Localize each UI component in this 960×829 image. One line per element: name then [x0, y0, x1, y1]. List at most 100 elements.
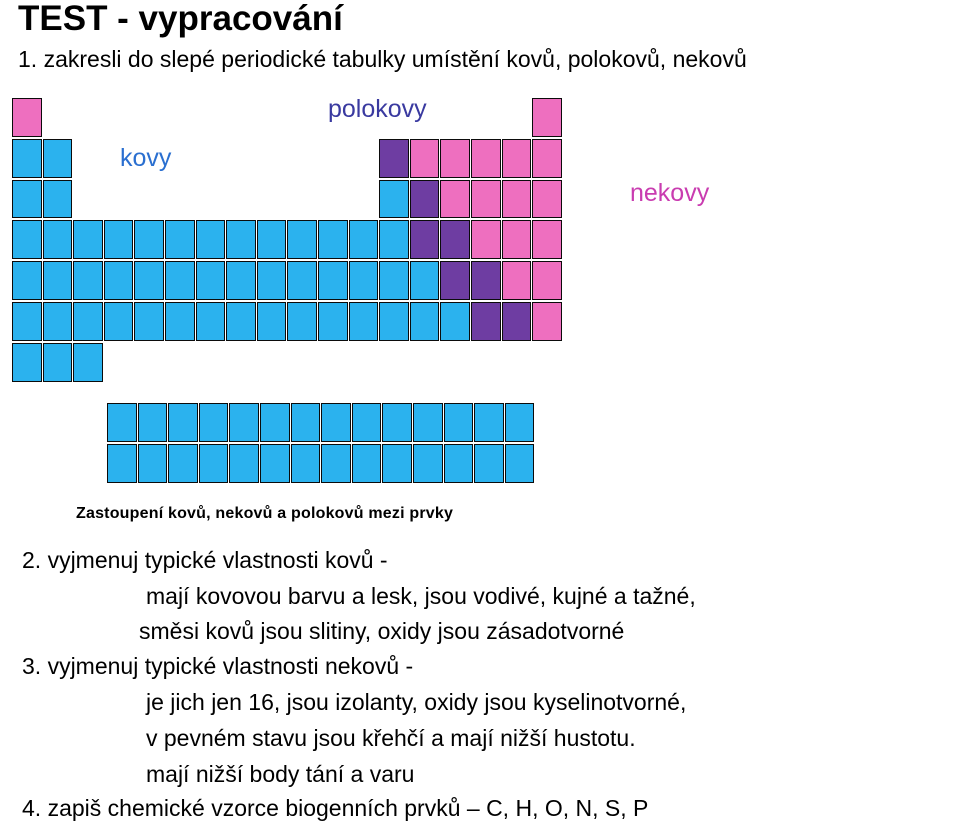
element-cell-polokov — [409, 220, 440, 260]
element-cell-nekov — [471, 220, 501, 260]
element-cell-kov — [134, 220, 164, 260]
element-cell-kov — [290, 443, 321, 483]
element-cell-nekov — [532, 261, 562, 300]
element-cell-kov — [12, 220, 42, 260]
element-cell-nekov — [471, 138, 501, 178]
element-cell-nekov — [532, 98, 562, 137]
element-cell-kov — [474, 443, 504, 483]
element-cell-nekov — [532, 138, 562, 178]
question-3-line-3: mají nižší body tání a varu — [146, 761, 415, 787]
element-cell-kov — [409, 261, 440, 300]
element-cell-polokov — [440, 261, 470, 300]
question-1: 1. zakresli do slepé periodické tabulky … — [18, 46, 747, 72]
element-cell-kov — [137, 403, 168, 442]
element-cell-kov — [12, 342, 42, 382]
element-cell-kov — [379, 302, 409, 341]
element-cell-kov — [413, 403, 443, 442]
element-cell-polokov — [471, 302, 501, 341]
element-cell-polokov — [471, 261, 501, 300]
element-cell-nekov — [501, 261, 532, 300]
element-cell-kov — [195, 261, 226, 300]
element-cell-kov — [318, 220, 348, 260]
element-cell-kov — [107, 403, 137, 442]
element-cell-kov — [379, 261, 409, 300]
element-cell-kov — [348, 302, 379, 341]
element-cell-kov — [504, 403, 535, 442]
element-cell-kov — [379, 179, 409, 219]
element-cell-nekov — [501, 220, 532, 260]
element-cell-kov — [165, 261, 195, 300]
element-cell-kov — [195, 220, 226, 260]
element-cell-kov — [379, 220, 409, 260]
element-cell-kov — [42, 261, 73, 300]
element-cell-kov — [287, 220, 317, 260]
question-3-line-1: je jich jen 16, jsou izolanty, oxidy jso… — [146, 689, 687, 715]
element-cell-kov — [12, 179, 42, 219]
question-4: 4. zapiš chemické vzorce biogenních prvk… — [22, 795, 649, 821]
element-cell-kov — [42, 302, 73, 341]
element-cell-kov — [134, 302, 164, 341]
element-cell-polokov — [409, 179, 440, 219]
element-cell-kov — [229, 403, 259, 442]
element-cell-kov — [382, 443, 412, 483]
element-cell-nekov — [532, 220, 562, 260]
element-cell-kov — [12, 261, 42, 300]
element-cell-kov — [443, 403, 474, 442]
element-cell-kov — [107, 443, 137, 483]
element-cell-nekov — [440, 179, 470, 219]
element-cell-kov — [73, 261, 103, 300]
element-cell-kov — [321, 403, 351, 442]
question-2-line-2: směsi kovů jsou slitiny, oxidy jsou zása… — [139, 618, 625, 644]
element-cell-kov — [226, 220, 256, 260]
element-cell-kov — [504, 443, 535, 483]
element-cell-kov — [256, 261, 287, 300]
element-cell-kov — [42, 342, 73, 382]
element-cell-kov — [12, 138, 42, 178]
element-cell-kov — [73, 342, 103, 382]
element-cell-kov — [321, 443, 351, 483]
element-cell-kov — [134, 261, 164, 300]
element-cell-kov — [443, 443, 474, 483]
element-cell-kov — [137, 443, 168, 483]
question-3-line-2: v pevném stavu jsou křehčí a mají nižší … — [146, 725, 636, 751]
element-cell-kov — [290, 403, 321, 442]
element-cell-kov — [348, 220, 379, 260]
element-cell-kov — [103, 220, 134, 260]
element-cell-polokov — [501, 302, 532, 341]
element-cell-kov — [382, 403, 412, 442]
element-cell-nekov — [471, 179, 501, 219]
figure-caption: Zastoupení kovů, nekovů a polokovů mezi … — [76, 505, 454, 522]
question-3-heading: 3. vyjmenuj typické vlastnosti nekovů - — [22, 653, 414, 679]
label-polokovy: polokovy — [328, 95, 427, 123]
element-cell-kov — [260, 403, 290, 442]
element-cell-nekov — [532, 179, 562, 219]
element-cell-nekov — [440, 138, 470, 178]
element-cell-kov — [165, 302, 195, 341]
question-2-heading: 2. vyjmenuj typické vlastnosti kovů - — [22, 547, 388, 573]
page-title: TEST - vypracování — [18, 0, 343, 38]
element-cell-kov — [226, 302, 256, 341]
element-cell-nekov — [409, 138, 440, 178]
periodic-table-figure: kovy polokovy nekovy — [0, 88, 709, 493]
element-cell-kov — [42, 179, 73, 219]
element-cell-kov — [73, 302, 103, 341]
element-cell-kov — [103, 302, 134, 341]
element-cell-kov — [351, 403, 382, 442]
element-cell-kov — [226, 261, 256, 300]
element-cell-kov — [440, 302, 470, 341]
element-cell-kov — [12, 302, 42, 341]
element-cell-kov — [256, 220, 287, 260]
label-kovy: kovy — [120, 144, 172, 172]
element-cell-nekov — [12, 98, 42, 137]
element-cell-kov — [42, 138, 73, 178]
element-cell-kov — [168, 443, 198, 483]
element-cell-kov — [165, 220, 195, 260]
element-cell-kov — [287, 302, 317, 341]
element-cell-kov — [474, 403, 504, 442]
element-cell-kov — [229, 443, 259, 483]
element-cell-nekov — [501, 138, 532, 178]
element-cell-kov — [195, 302, 226, 341]
label-nekovy: nekovy — [630, 179, 710, 207]
element-cell-kov — [42, 220, 73, 260]
element-cell-kov — [73, 220, 103, 260]
